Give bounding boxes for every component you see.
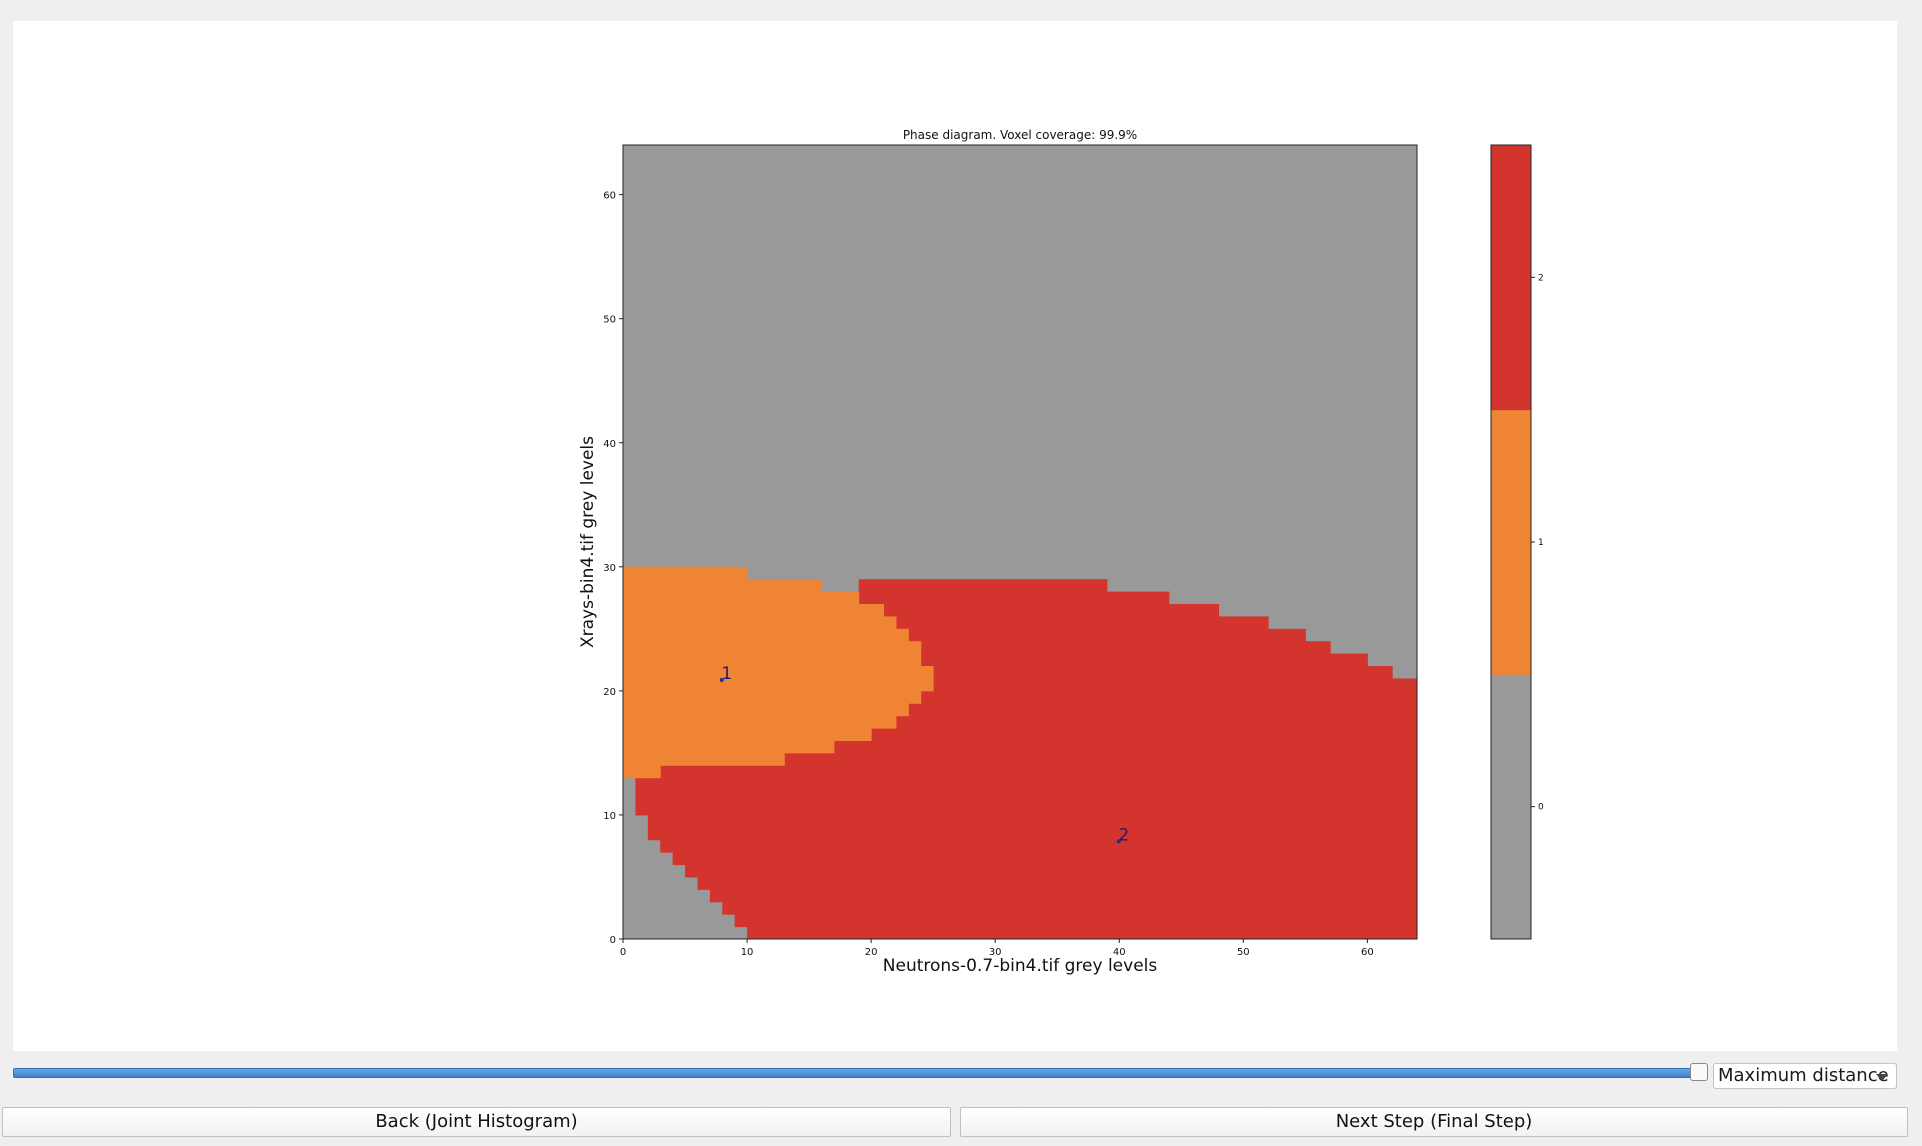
slider-handle[interactable] (1690, 1063, 1708, 1081)
phase-1-cell-row (623, 690, 922, 704)
y-tick-label: 20 (603, 687, 616, 698)
y-tick-label: 10 (603, 811, 616, 822)
x-tick-label: 60 (1361, 947, 1374, 958)
phase-2-cell-row (858, 579, 1108, 593)
phase-1-cell-row (623, 740, 835, 754)
phase-1-cell-row (623, 591, 860, 605)
back-button[interactable]: Back (Joint Histogram) (2, 1107, 951, 1137)
phase-1-cell-row (623, 703, 909, 717)
phase-1-cell-row (623, 579, 822, 593)
y-tick-label: 40 (603, 439, 616, 450)
dropdown-value: Maximum distance (1718, 1065, 1889, 1086)
phase-2-cell-row (933, 678, 1418, 692)
phase-2-cell-row (635, 790, 1418, 804)
phase-1-cell-row (623, 616, 897, 630)
phase-2-cell-row (784, 752, 1418, 766)
x-tick-label: 50 (1237, 947, 1250, 958)
phase-2-cell-row (908, 628, 1306, 642)
next-step-button[interactable]: Next Step (Final Step) (960, 1107, 1908, 1137)
x-tick-label: 20 (865, 947, 878, 958)
phase-2-cell-row (660, 765, 1418, 779)
y-tick-label: 30 (603, 563, 616, 574)
phase-2-cell-row (747, 926, 1418, 940)
chart-title: Phase diagram. Voxel coverage: 99.9% (903, 128, 1137, 142)
phase-1-cell-row (623, 604, 885, 617)
phase-2-cell-row (709, 889, 1418, 903)
y-tick-label: 50 (603, 315, 616, 326)
chevron-down-icon (1876, 1074, 1888, 1081)
phase-2-cell-row (920, 653, 1368, 667)
colorbar-tick-label: 2 (1538, 273, 1544, 283)
colorbar-segment (1491, 674, 1531, 940)
threshold-slider[interactable] (13, 1068, 1698, 1078)
threshold-slider-row: Maximum distance (13, 1063, 1897, 1089)
phase-2-cell-row (871, 728, 1418, 741)
phase-marker (1116, 839, 1121, 844)
phase-2-cell-row (933, 666, 1393, 679)
phase-2-cell-row (647, 814, 1418, 828)
y-axis-label: Xrays-bin4.tif grey levels (578, 436, 598, 648)
colorbar-tick-label: 0 (1538, 803, 1544, 813)
phase-1-cell-row (623, 715, 897, 729)
phase-2-cell-row (883, 604, 1219, 617)
phase-1-cell-row (623, 641, 922, 655)
phase-2-cell-row (722, 901, 1418, 915)
phase-2-cell-row (660, 839, 1418, 853)
phase-1-cell-row (623, 666, 934, 679)
colorbar-segment (1491, 409, 1531, 675)
colorbar-segment (1491, 145, 1531, 411)
phase-2-cell-row (895, 715, 1418, 729)
colorbar-tick-label: 1 (1538, 538, 1544, 548)
phase-1-cell-row (623, 566, 748, 580)
phase-2-cell-row (833, 740, 1418, 754)
phase-marker (719, 677, 724, 682)
distance-mode-dropdown[interactable]: Maximum distance (1713, 1063, 1897, 1089)
y-tick-label: 60 (603, 191, 616, 202)
phase-1-cell-row (623, 653, 922, 667)
phase-1-cell-row (623, 728, 872, 741)
phase-2-cell-row (858, 591, 1170, 605)
x-tick-label: 30 (989, 947, 1002, 958)
phase-label: 1 (721, 664, 732, 684)
phase-1-cell-row (623, 628, 909, 642)
phase-2-cell-row (920, 690, 1418, 704)
phase-2-cell-row (895, 616, 1269, 630)
phase-2-cell-row (734, 914, 1418, 928)
x-tick-label: 10 (741, 947, 754, 958)
plot-frame (622, 144, 1418, 940)
x-tick-label: 0 (620, 947, 626, 958)
phase-label: 2 (1118, 825, 1129, 845)
phase-2-cell-row (920, 641, 1331, 655)
phase-2-cell-row (647, 827, 1418, 841)
phase-1-cell-row (623, 752, 785, 766)
phase-1-cell-row (623, 765, 661, 779)
phase-2-cell-row (635, 802, 1418, 816)
x-axis-label: Neutrons-0.7-bin4.tif grey levels (883, 956, 1158, 976)
x-tick-label: 40 (1113, 947, 1126, 958)
y-tick-label: 0 (610, 935, 616, 946)
phase-2-cell-row (697, 876, 1418, 890)
phase-2-cell-row (908, 703, 1418, 717)
phase-2-cell-row (672, 852, 1418, 866)
phase-2-cell-row (685, 864, 1418, 878)
phase-2-cell-row (635, 777, 1418, 791)
phase-1-cell-row (623, 678, 934, 692)
